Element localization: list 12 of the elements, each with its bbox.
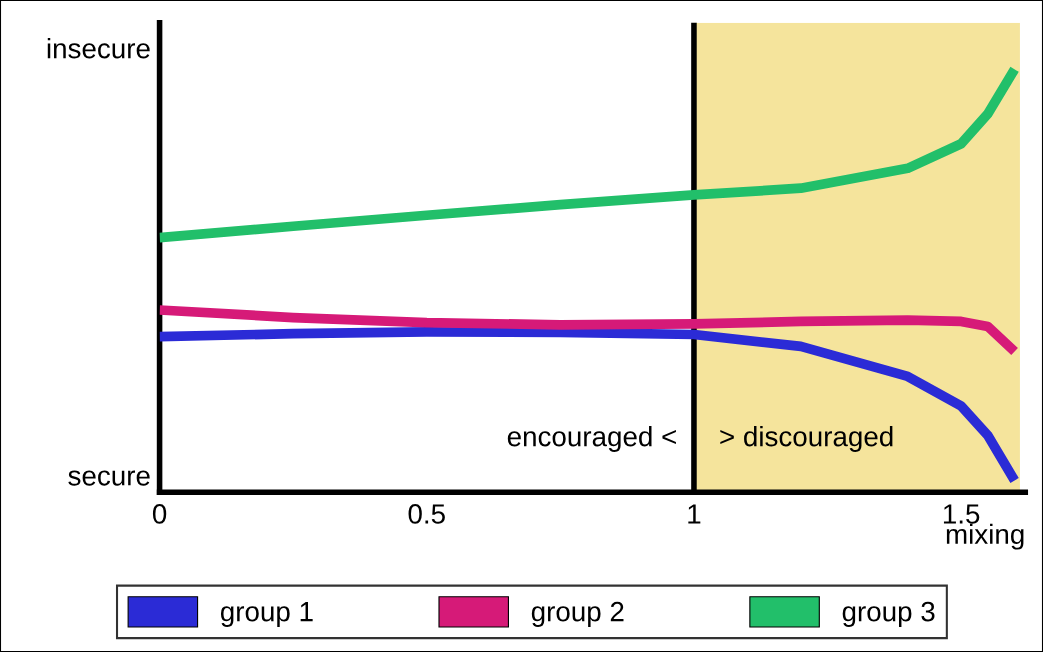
text: secure [68,470,150,486]
x-tick-label: 1.5 [943,504,980,524]
legend-label: group 3 [842,601,935,627]
annotation: encouraged < [507,426,676,452]
text: insecure [47,38,150,59]
x-tick-label: 0.5 [408,504,445,524]
x-tick-label: 0 [152,504,167,524]
x-axis-title: mixing [946,523,1024,550]
x-tick-label: 1 [688,504,701,524]
annotation: > discouraged [720,426,893,452]
legend-label: group 2 [531,601,624,627]
legend-label: group 1 [220,602,313,627]
